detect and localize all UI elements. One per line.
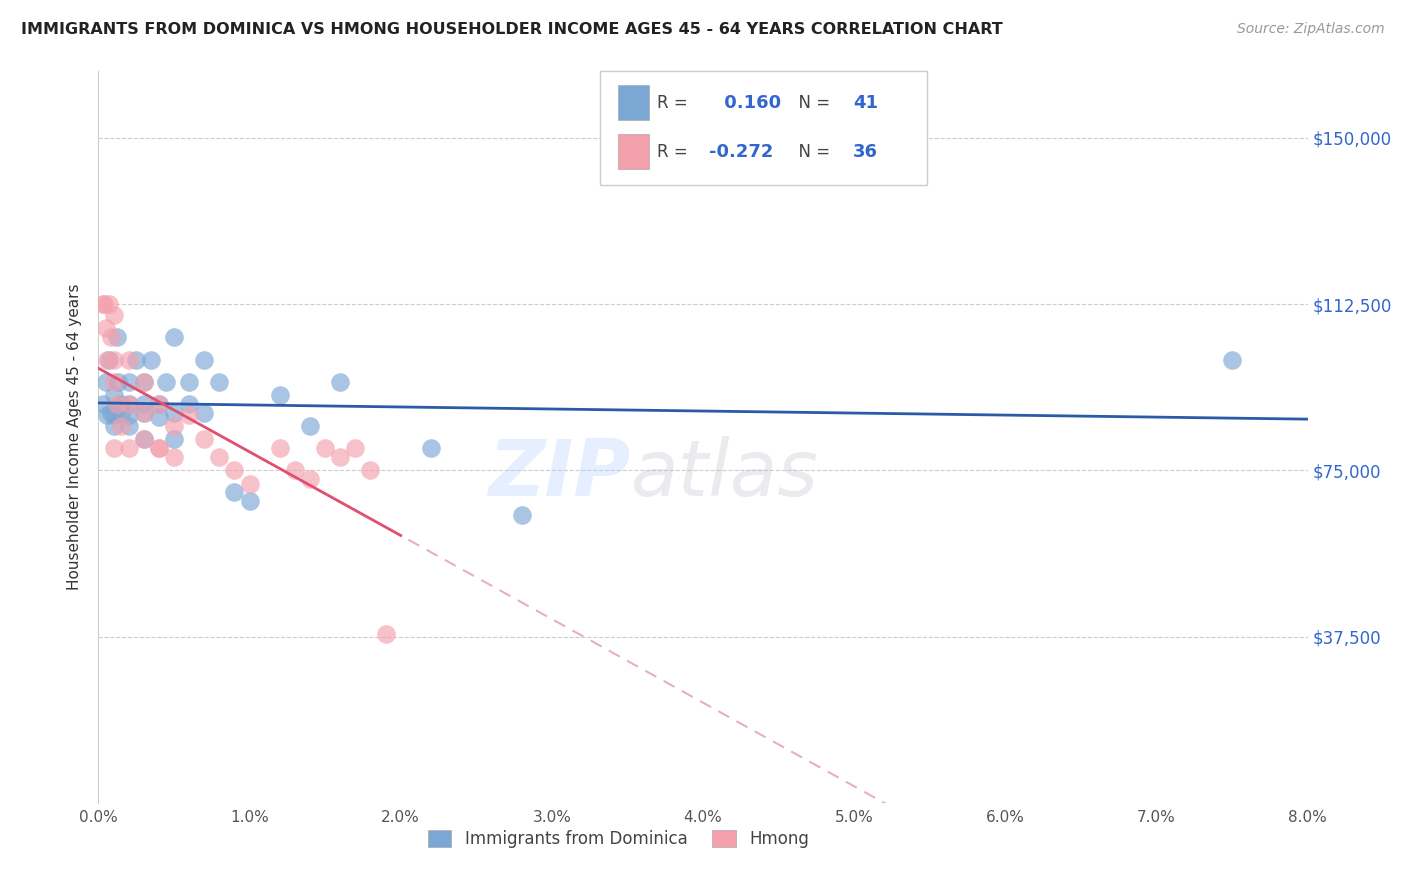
Text: -0.272: -0.272 [709, 143, 773, 161]
Point [94, 375, 117, 389]
Point [208, 375, 231, 389]
FancyBboxPatch shape [619, 86, 648, 120]
Point [224, 463, 246, 477]
Point [269, 441, 291, 455]
Legend: Immigrants from Dominica, Hmong: Immigrants from Dominica, Hmong [419, 822, 817, 856]
Point [510, 508, 533, 522]
Point [91, 297, 114, 311]
Point [103, 352, 125, 367]
Point [132, 375, 155, 389]
FancyBboxPatch shape [600, 71, 927, 185]
Point [110, 419, 132, 434]
Point [329, 450, 352, 464]
Point [96, 352, 118, 367]
Point [239, 494, 262, 508]
Point [91, 397, 114, 411]
Point [93, 297, 115, 311]
Point [284, 463, 307, 477]
Point [163, 432, 186, 446]
Point [107, 375, 129, 389]
Point [103, 441, 125, 455]
Point [179, 375, 201, 389]
Text: Source: ZipAtlas.com: Source: ZipAtlas.com [1237, 22, 1385, 37]
Point [94, 321, 117, 335]
Point [132, 432, 155, 446]
Point [105, 397, 128, 411]
Point [224, 485, 246, 500]
Point [118, 397, 141, 411]
Point [110, 397, 132, 411]
Point [344, 441, 367, 455]
Point [132, 432, 155, 446]
Point [141, 352, 163, 367]
Point [314, 441, 336, 455]
Point [103, 388, 125, 402]
Point [148, 441, 170, 455]
Point [103, 419, 125, 434]
Point [103, 308, 125, 322]
Point [100, 330, 122, 344]
Point [103, 408, 125, 422]
Point [374, 627, 396, 641]
Point [360, 463, 382, 477]
Point [96, 408, 118, 422]
Point [1220, 352, 1243, 367]
Point [208, 450, 231, 464]
Point [193, 432, 215, 446]
Y-axis label: Householder Income Ages 45 - 64 years: Householder Income Ages 45 - 64 years [67, 284, 83, 591]
Point [98, 352, 121, 367]
Point [105, 330, 128, 344]
Point [118, 441, 141, 455]
Point [125, 352, 148, 367]
Point [299, 419, 322, 434]
Point [163, 330, 186, 344]
Point [132, 375, 155, 389]
Point [239, 476, 262, 491]
Point [329, 375, 352, 389]
Text: ZIP: ZIP [488, 435, 630, 512]
Text: 0.160: 0.160 [717, 94, 780, 112]
Point [118, 408, 141, 422]
Text: N =: N = [787, 94, 835, 112]
Point [110, 406, 132, 420]
Point [179, 408, 201, 422]
Point [148, 410, 170, 425]
Text: 36: 36 [853, 143, 877, 161]
Point [118, 352, 141, 367]
Point [163, 450, 186, 464]
Point [100, 406, 122, 420]
Point [132, 397, 155, 411]
Point [163, 406, 186, 420]
Point [98, 297, 121, 311]
Point [193, 352, 215, 367]
Point [103, 375, 125, 389]
Point [163, 419, 186, 434]
Point [118, 419, 141, 434]
Point [193, 406, 215, 420]
Point [420, 441, 443, 455]
Text: IMMIGRANTS FROM DOMINICA VS HMONG HOUSEHOLDER INCOME AGES 45 - 64 YEARS CORRELAT: IMMIGRANTS FROM DOMINICA VS HMONG HOUSEH… [21, 22, 1002, 37]
Point [132, 406, 155, 420]
Point [132, 406, 155, 420]
Point [299, 472, 322, 486]
Text: R =: R = [657, 94, 693, 112]
Point [118, 375, 141, 389]
Point [179, 397, 201, 411]
Point [148, 397, 170, 411]
Point [269, 388, 291, 402]
Text: R =: R = [657, 143, 693, 161]
Point [148, 397, 170, 411]
FancyBboxPatch shape [619, 135, 648, 169]
Text: N =: N = [787, 143, 835, 161]
Text: 41: 41 [853, 94, 877, 112]
Point [155, 375, 177, 389]
Text: atlas: atlas [630, 435, 818, 512]
Point [118, 397, 141, 411]
Point [148, 441, 170, 455]
